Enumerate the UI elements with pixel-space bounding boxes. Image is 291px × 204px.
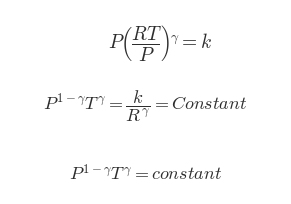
Text: $P^{1-\gamma}T^{\gamma} = \mathit{constant}$: $P^{1-\gamma}T^{\gamma} = \mathit{consta… <box>69 163 222 184</box>
Text: $P\left(\dfrac{RT}{P}\right)^{\!\gamma} = k$: $P\left(\dfrac{RT}{P}\right)^{\!\gamma} … <box>108 23 212 62</box>
Text: $P^{1-\gamma}T^{\gamma} = \dfrac{k}{R^{\gamma}} = \mathit{Constant}$: $P^{1-\gamma}T^{\gamma} = \dfrac{k}{R^{\… <box>43 88 248 124</box>
